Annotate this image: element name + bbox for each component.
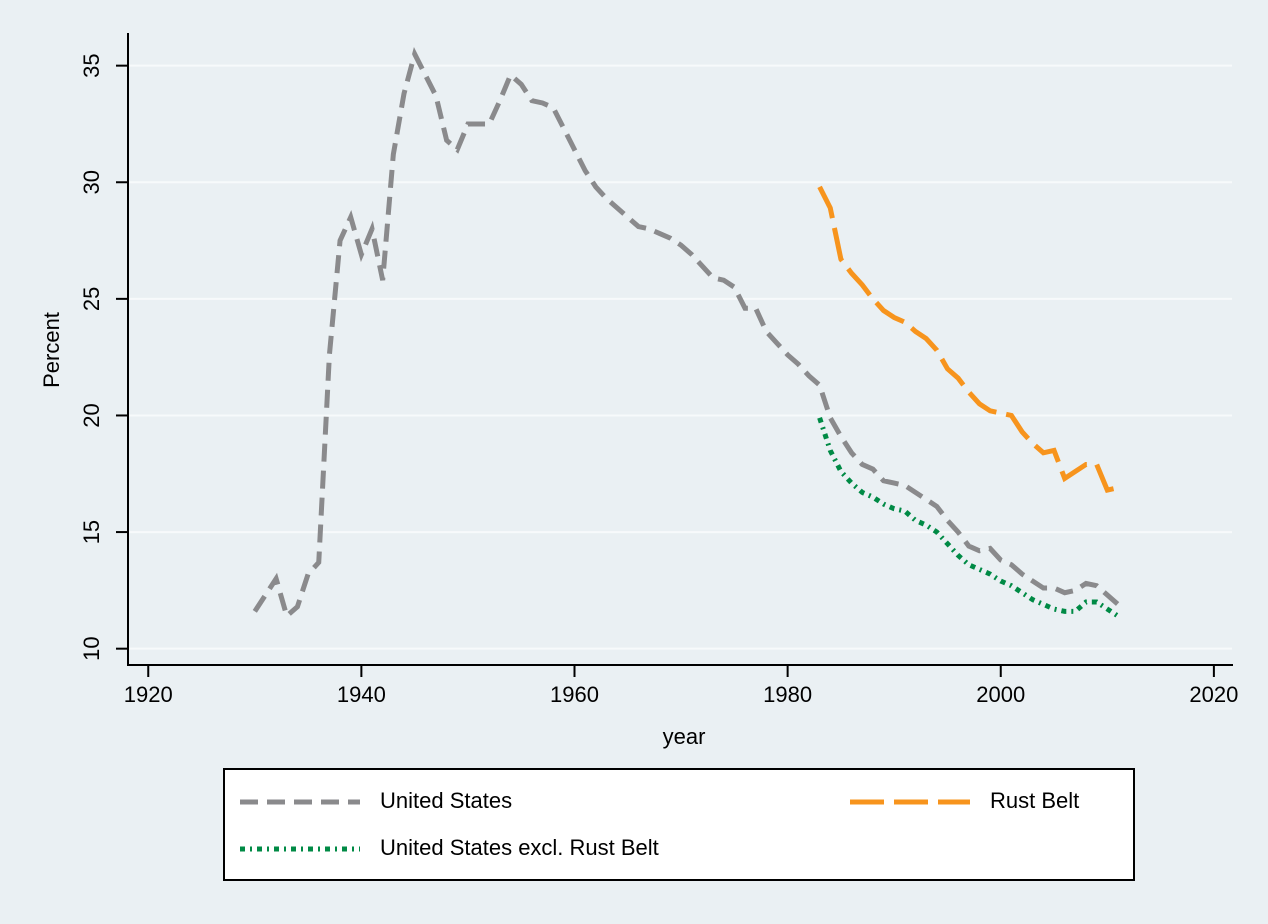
legend-label: United States <box>380 788 512 813</box>
x-tick-label: 1940 <box>337 682 386 707</box>
x-tick-label: 2020 <box>1189 682 1238 707</box>
series-line <box>817 417 1120 619</box>
x-tick-label: 1960 <box>550 682 599 707</box>
legend-label: Rust Belt <box>990 788 1079 813</box>
x-tick-label: 1920 <box>124 682 173 707</box>
y-tick-label: 20 <box>79 403 104 427</box>
legend-box <box>223 768 1135 881</box>
y-tick-label: 25 <box>79 287 104 311</box>
grid <box>128 64 1232 650</box>
axes: 10 15 20 25 30 35 1920 1940 1960 1980 2000 2020 <box>79 33 1238 707</box>
y-tick-label: 30 <box>79 170 104 194</box>
x-tick-label: 1980 <box>763 682 812 707</box>
y-tick-label: 15 <box>79 520 104 544</box>
y-tick-label: 35 <box>79 53 104 77</box>
x-tick-label: 2000 <box>976 682 1025 707</box>
series-line <box>817 185 1119 493</box>
legend: United States Rust Belt United States excl… <box>240 788 1079 860</box>
x-axis-label: year <box>663 724 706 749</box>
series-line <box>252 47 1120 621</box>
y-axis-label: Percent <box>39 312 64 388</box>
y-tick-label: 10 <box>79 636 104 660</box>
plot-lines <box>252 47 1120 621</box>
legend-label: United States excl. Rust Belt <box>380 835 659 860</box>
